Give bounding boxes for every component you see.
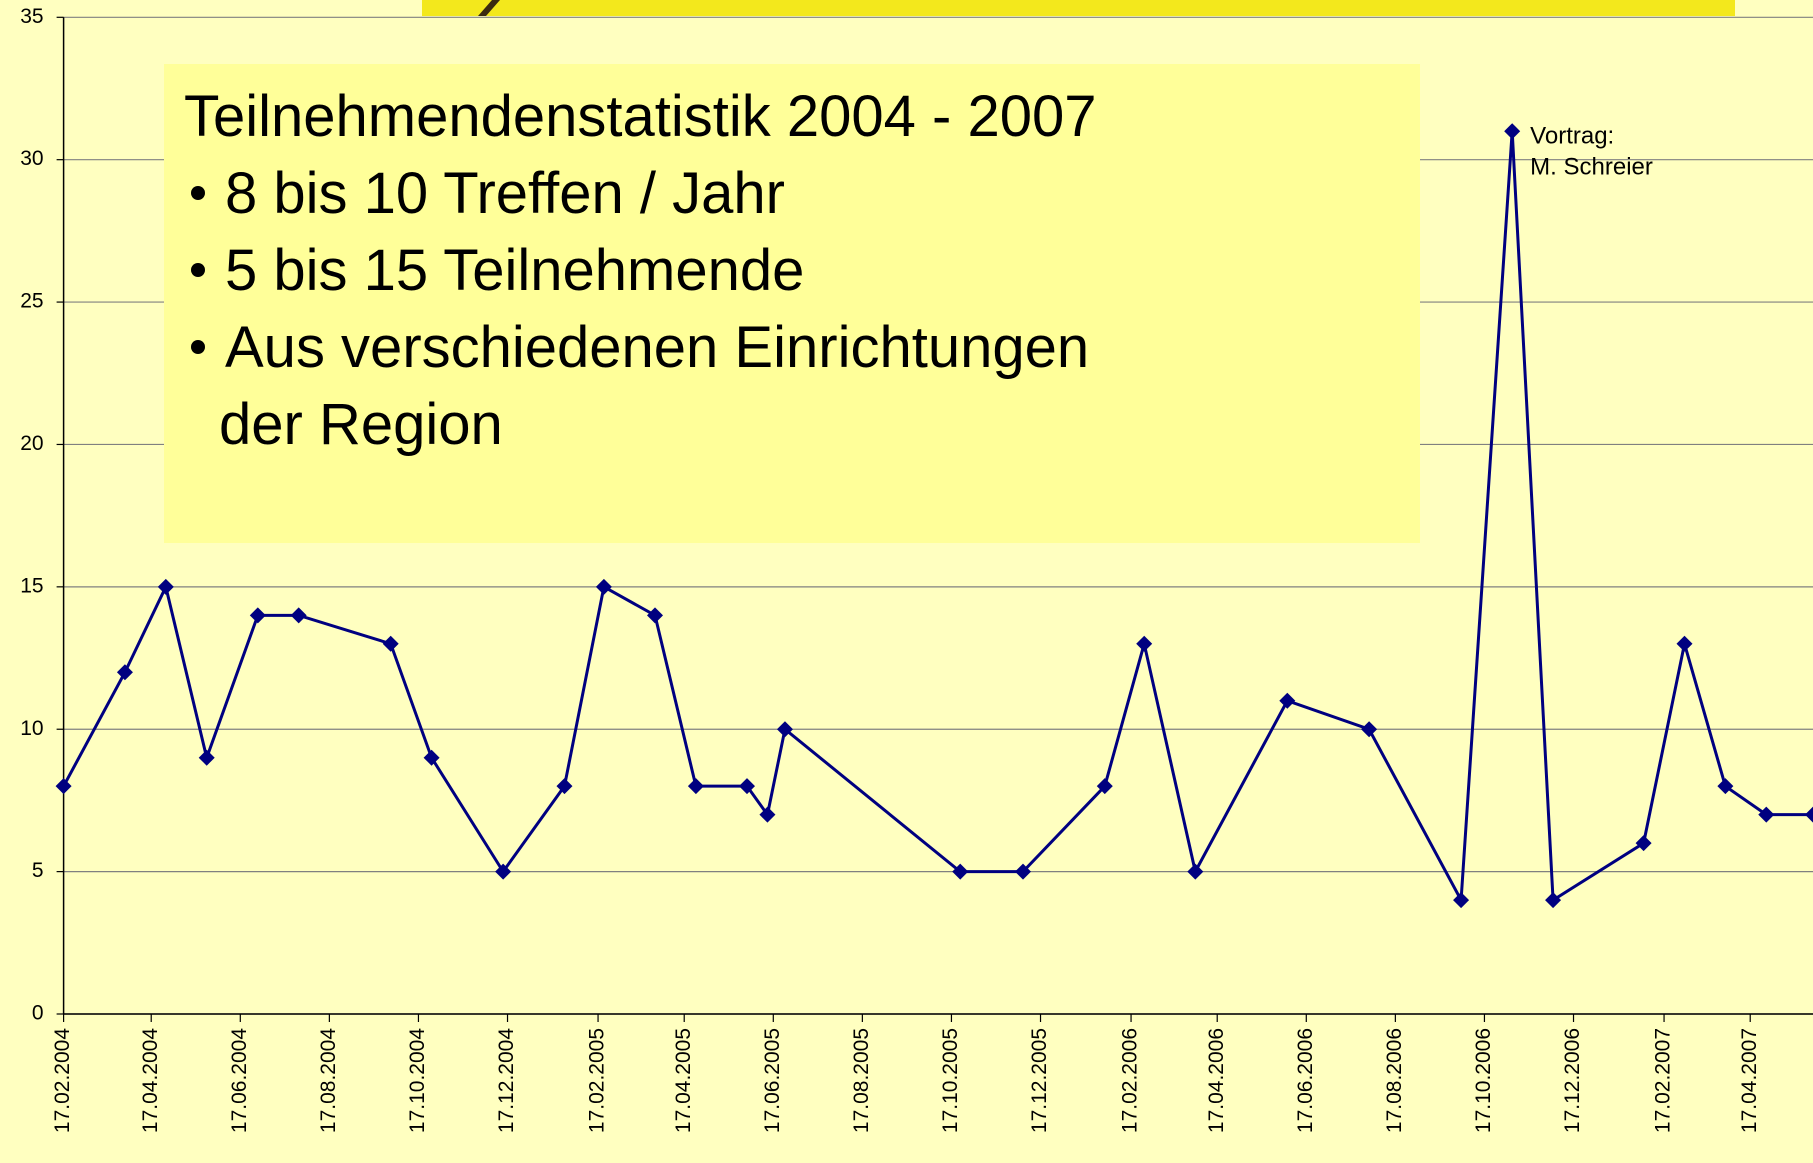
annotation: Vortrag: [1530, 123, 1614, 150]
x-tick-label: 17.04.2004 [139, 1028, 162, 1133]
x-tick-label: 17.08.2005 [850, 1028, 873, 1133]
x-tick-label: 17.02.2006 [1119, 1028, 1142, 1133]
y-tick-label: 0 [32, 1002, 44, 1025]
bullet [191, 186, 205, 200]
x-tick-label: 17.06.2006 [1294, 1028, 1317, 1133]
x-tick-label: 17.12.2005 [1028, 1028, 1051, 1133]
box-bullet: 5 bis 15 Teilnehmende [225, 238, 804, 303]
x-tick-label: 17.06.2005 [761, 1028, 784, 1133]
x-tick-label: 17.02.2004 [51, 1028, 74, 1133]
bullet [191, 263, 205, 277]
y-tick-label: 30 [20, 147, 43, 170]
box-title: Teilnehmendenstatistik 2004 - 2007 [184, 84, 1096, 149]
x-tick-label: 17.04.2005 [672, 1028, 695, 1133]
box-bullet: 8 bis 10 Treffen / Jahr [225, 161, 785, 226]
x-tick-label: 17.08.2004 [317, 1028, 340, 1133]
annotation: M. Schreier [1530, 154, 1653, 181]
x-tick-label: 17.04.2007 [1738, 1028, 1761, 1133]
y-tick-label: 25 [20, 290, 43, 313]
y-tick-label: 20 [20, 432, 43, 455]
box-bullet: Aus verschiedenen Einrichtungen [225, 315, 1089, 380]
y-tick-label: 10 [20, 717, 43, 740]
y-tick-label: 15 [20, 574, 43, 597]
x-tick-label: 17.02.2005 [586, 1028, 609, 1133]
x-tick-label: 17.02.2007 [1652, 1028, 1675, 1133]
bullet [191, 340, 205, 354]
x-tick-label: 17.04.2006 [1205, 1028, 1228, 1133]
y-tick-label: 35 [20, 5, 43, 28]
box-bullet: der Region [219, 392, 503, 457]
x-tick-label: 17.10.2005 [939, 1028, 962, 1133]
x-tick-label: 17.10.2004 [406, 1028, 429, 1133]
x-tick-label: 17.10.2006 [1472, 1028, 1495, 1133]
header-image [422, 0, 1735, 16]
chart: 0 5 10 15 20 25 30 35 17.02.2004 17.04.2004 17.06.… [0, 0, 1813, 1163]
x-tick-label: 17.06.2004 [228, 1028, 251, 1133]
y-tick-label: 5 [32, 859, 44, 882]
x-tick-label: 17.12.2004 [495, 1028, 518, 1133]
x-tick-label: 17.12.2006 [1561, 1028, 1584, 1133]
x-tick-label: 17.08.2006 [1383, 1028, 1406, 1133]
